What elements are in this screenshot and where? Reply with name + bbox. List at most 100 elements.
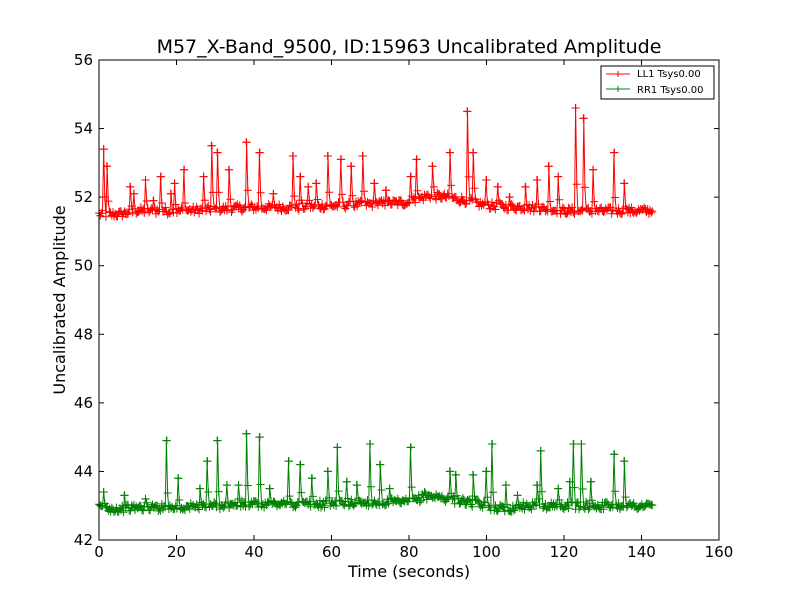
legend-label-ll1: LL1 Tsys0.00 (637, 69, 701, 80)
series-0 (95, 104, 657, 221)
spike-point (620, 179, 629, 188)
spike-point (587, 477, 596, 486)
spike-point (199, 172, 208, 181)
x-tick-label: 20 (167, 543, 186, 561)
y-axis-label: Uncalibrated Amplitude (50, 205, 69, 394)
y-tick-label: 48 (74, 325, 93, 343)
spike-point (579, 114, 588, 123)
spike-point (412, 155, 421, 164)
series-layer (95, 104, 657, 517)
x-tick-label: 120 (550, 543, 579, 561)
spike-point (532, 176, 541, 184)
x-tick-label: 40 (244, 543, 263, 561)
spike-point (166, 189, 175, 198)
spike-point (333, 443, 342, 452)
spike-point (323, 152, 332, 160)
y-tick-label: 46 (74, 394, 93, 412)
spike-point (284, 457, 293, 466)
spike-point (180, 165, 189, 174)
spike-point (234, 481, 243, 490)
spike-point (296, 460, 305, 469)
spike-point (222, 481, 231, 490)
spike-point (482, 176, 491, 184)
spike-point (532, 481, 541, 490)
spike-point (488, 440, 497, 448)
spike-point (195, 484, 204, 493)
spike-point (126, 182, 134, 191)
spike-point (203, 457, 212, 466)
spike-point (255, 433, 264, 442)
spike-point (565, 477, 574, 486)
spike-point (406, 443, 415, 452)
spike-point (120, 491, 129, 500)
spike-point (346, 162, 355, 171)
spike-point (141, 176, 150, 184)
series-markers-0 (95, 104, 657, 221)
spike-point (445, 467, 454, 476)
y-tick-label: 50 (74, 257, 93, 275)
legend: LL1 Tsys0.00 RR1 Tsys0.00 (600, 65, 715, 100)
chart-title: M57_X-Band_9500, ID:15963 Uncalibrated A… (157, 36, 662, 58)
spike-point (610, 450, 619, 459)
spike-point (213, 148, 222, 157)
ticks: 0 20 40 60 80 100 120 140 160 42 44 46 48 50 52 54 56 (74, 51, 733, 561)
spike-point (312, 179, 320, 188)
spike-point (505, 193, 514, 202)
x-tick-label: 80 (399, 543, 418, 561)
spike-point (610, 148, 619, 157)
spike-point (308, 474, 317, 483)
spike-point (242, 429, 251, 438)
spike-point (577, 440, 586, 448)
legend-entry-rr1: RR1 Tsys0.00 (606, 85, 704, 96)
spike-point (99, 145, 108, 154)
x-tick-label: 0 (94, 543, 104, 561)
spike-point (554, 484, 563, 493)
spike-point (544, 162, 553, 171)
spike-point (589, 165, 598, 174)
x-axis-label: Time (seconds) (347, 562, 470, 581)
spike-point (375, 460, 384, 469)
spike-point (463, 107, 472, 116)
spike-point (288, 152, 297, 160)
spike-point (162, 436, 171, 445)
spike-point (513, 491, 522, 500)
spike-point (296, 172, 305, 181)
spike-point (170, 179, 179, 188)
spike-point (207, 141, 216, 150)
legend-label-rr1: RR1 Tsys0.00 (637, 85, 704, 96)
spike-point (352, 481, 361, 490)
y-tick-label: 52 (74, 188, 93, 206)
spike-point (323, 467, 332, 476)
spike-point (468, 470, 477, 479)
spike-point (370, 179, 379, 188)
spike-point (304, 182, 313, 191)
spike-point (255, 148, 264, 157)
spike-point (265, 484, 274, 493)
spike-point (406, 172, 415, 181)
spike-point (501, 481, 510, 490)
x-tick-label: 160 (705, 543, 734, 561)
spike-point (343, 477, 351, 486)
spike-point (129, 189, 138, 198)
y-tick-label: 56 (74, 51, 93, 69)
legend-box (600, 65, 715, 100)
spike-point (149, 196, 158, 205)
series-markers-1 (95, 429, 657, 517)
spike-point (381, 186, 390, 195)
spike-point (428, 162, 437, 171)
x-tick-label: 140 (627, 543, 656, 561)
spike-point (157, 172, 165, 181)
spike-point (213, 436, 222, 445)
plot-frame (98, 59, 720, 541)
spike-point (269, 189, 278, 198)
spike-point (451, 470, 460, 479)
spike-point (102, 162, 111, 171)
spike-point (494, 182, 503, 191)
spike-point (385, 484, 394, 493)
spike-point (445, 148, 454, 157)
x-tick-label: 60 (322, 543, 341, 561)
spike-point (569, 440, 578, 448)
y-tick-label: 42 (74, 531, 93, 549)
spike-point (337, 155, 346, 164)
